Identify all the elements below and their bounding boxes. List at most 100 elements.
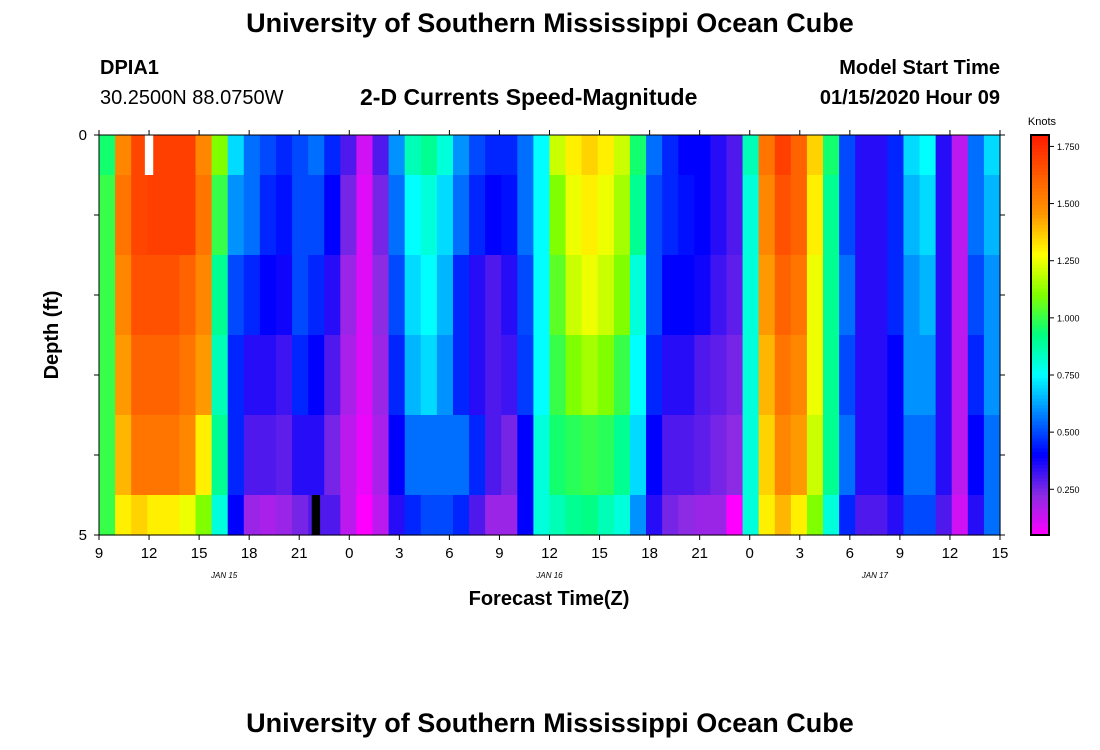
heatmap-cell [340,495,358,536]
heatmap-cell [823,415,840,496]
heatmap-cell [855,255,872,336]
heatmap-cell [871,175,888,256]
colorbar-segment [1031,255,1049,259]
heatmap-cell [726,495,744,536]
heatmap-cell [983,175,1001,256]
heatmap-cell [115,135,132,176]
heatmap-cell [292,335,309,416]
x-tick-label: 12 [942,545,959,562]
heatmap-cell [308,415,325,496]
heatmap-cell [919,335,937,416]
heatmap-cell [919,135,937,176]
heatmap-cell [774,175,792,256]
heatmap-cell [485,335,502,416]
heatmap-cell [549,335,567,416]
heatmap-cell [356,335,374,416]
heatmap-cell [662,415,679,496]
heatmap-cell [115,495,132,536]
colorbar-segment [1031,515,1049,519]
heatmap-cell [549,495,567,536]
colorbar-segment [1031,295,1049,299]
heatmap-cell [758,175,776,256]
heatmap-cell [452,175,470,256]
heatmap-cell [951,255,969,336]
heatmap-cell [195,415,213,496]
colorbar-segment [1031,265,1049,269]
colorbar-segment [1031,285,1049,289]
y-tick-label: 5 [79,527,87,544]
colorbar-segment [1031,405,1049,409]
colorbar-segment [1031,135,1049,139]
heatmap-cell [324,335,341,416]
heatmap-cell [662,495,679,536]
heatmap-cell [420,135,438,176]
heatmap-cell [806,415,824,496]
heatmap-cell [372,255,390,336]
heatmap-cell [565,175,583,256]
heatmap-cell [501,495,518,536]
colorbar-segment [1031,525,1049,529]
heatmap-cell [758,255,776,336]
heatmap-cell [469,495,486,536]
heatmap-cell [292,135,309,176]
x-tick-label: 18 [641,545,658,562]
colorbar-segment [1031,301,1049,306]
colorbar-segment [1031,171,1049,176]
heatmap-cell [629,335,647,416]
heatmap-cell [871,415,888,496]
heatmap-cell [726,255,744,336]
heatmap-cell [646,335,663,416]
heatmap-cell [887,415,905,496]
colorbar-segment [1031,508,1049,513]
colorbar-segment [1031,148,1049,153]
model-start-value: 01/15/2020 Hour 09 [819,87,1000,109]
heatmap-cell [243,495,261,536]
colorbar-segment [1031,451,1049,456]
x-tick-label: 18 [241,545,258,562]
heatmap-cell [662,255,679,336]
masked-cells [144,135,321,535]
heatmap-cell [275,415,293,496]
heatmap-cell [163,255,181,336]
heatmap-cell [452,335,470,416]
heatmap-cell [340,415,358,496]
colorbar-segment [1031,398,1049,403]
colorbar-segment [1031,441,1049,446]
heatmap-cell [147,495,164,536]
heatmap-cell [565,415,583,496]
page-title: University of Southern Mississippi Ocean… [246,8,854,38]
heatmap-cell [436,255,454,336]
heatmap-cell [211,135,229,176]
colorbar-segment [1031,411,1049,416]
heatmap-cell [967,335,985,416]
colorbar-tick-label: 0.500 [1057,428,1080,438]
colorbar-segment [1031,311,1049,316]
heatmap-cell [469,415,486,496]
colorbar-segment [1031,221,1049,226]
heatmap-cell [581,415,599,496]
heatmap-cell [903,415,921,496]
heatmap-cell [710,135,728,176]
heatmap-cell [227,495,245,536]
heatmap-cell [179,175,197,256]
heatmap-cell [324,135,341,176]
heatmap-cell [308,135,325,176]
heatmap-cell [292,415,309,496]
heatmap-cell [324,255,341,336]
colorbar-segment [1031,271,1049,276]
colorbar-tick-label: 1.500 [1057,199,1080,209]
heatmap-cell [662,135,679,176]
heatmap-cell [436,335,454,416]
colorbar-segment [1031,331,1049,336]
heatmap-cell [195,335,213,416]
colorbar-segment [1031,235,1049,239]
heatmap-cell [388,175,406,256]
heatmap-cell [533,135,551,176]
heatmap-cell [983,135,1001,176]
heatmap-cell [452,495,470,536]
heatmap-cell [726,135,744,176]
x-tick-label: 9 [896,545,904,562]
heatmap-cell [115,335,132,416]
colorbar-segment [1031,141,1049,146]
colorbar-segment [1031,305,1049,309]
